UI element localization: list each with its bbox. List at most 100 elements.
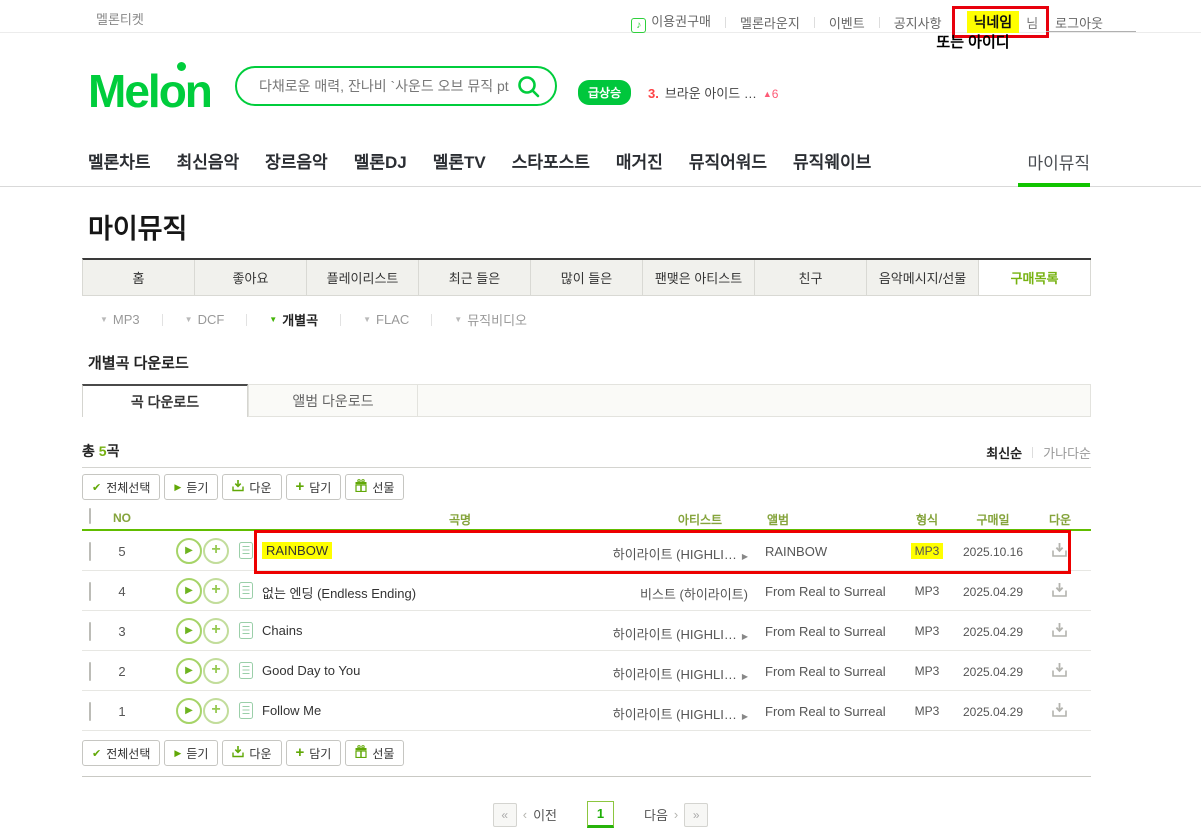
nav-item-8[interactable]: 뮤직웨이브 [793,153,872,172]
melon-ticket-link[interactable]: 멜론티켓 [96,12,144,27]
tab-2[interactable]: 플레이리스트 [307,260,419,295]
song-title[interactable]: 없는 엔딩 (Endless Ending) [262,586,417,601]
tab-7[interactable]: 음악메시지/선물 [867,260,979,295]
check-action-button[interactable]: ✔ 전체선택 [82,474,161,500]
artist-more-icon[interactable]: ▶ [741,712,748,721]
nav-item-0[interactable]: 멜론차트 [88,153,151,172]
artist-name[interactable]: 하이라이트 (HIGHLI… ▶ [612,547,748,562]
add-to-playlist-button[interactable]: + [203,698,229,724]
pass-purchase-link[interactable]: ♪ 이용권구매 [631,11,711,33]
sort-alphabetical[interactable]: 가나다순 [1043,446,1091,461]
tab-3[interactable]: 최근 들은 [419,260,531,295]
artist-more-icon[interactable]: ▶ [741,632,748,641]
download-action-button[interactable]: 다운 [222,474,282,500]
album-name[interactable]: From Real to Surreal [765,704,886,719]
tab-5[interactable]: 팬맺은 아티스트 [643,260,755,295]
nav-item-mymusic[interactable]: 마이뮤직 [1027,154,1090,173]
nav-item-3[interactable]: 멜론DJ [353,153,407,172]
download-action-button[interactable]: 다운 [222,740,282,766]
download-button[interactable] [1051,702,1068,723]
artist-more-icon[interactable]: ▶ [741,552,748,561]
play-button[interactable]: ▶ [176,618,202,644]
notice-link[interactable]: 공지사항 [893,15,942,31]
artist-name[interactable]: 하이라이트 (HIGHLI… ▶ [612,627,748,642]
filter-0[interactable]: ▼ MP3 [100,312,140,327]
last-page-button[interactable]: » [684,802,709,827]
play-button[interactable]: ▶ [176,698,202,724]
add-to-playlist-button[interactable]: + [203,618,229,644]
tab-4[interactable]: 많이 들은 [531,260,643,295]
play-action-button[interactable]: ▶ 듣기 [164,474,219,500]
next-arrow-icon[interactable]: › [673,807,679,822]
row-checkbox[interactable] [89,662,91,681]
download-button[interactable] [1051,662,1068,683]
nav-item-7[interactable]: 뮤직어워드 [688,153,768,172]
play-button[interactable]: ▶ [176,578,202,604]
song-info-icon[interactable] [239,702,253,724]
tab-1[interactable]: 좋아요 [195,260,307,295]
plus-action-button[interactable]: + 담기 [285,740,342,766]
song-title[interactable]: Chains [262,623,303,638]
prev-page-button[interactable]: 이전 [533,808,557,823]
tab-0[interactable]: 홈 [83,260,195,295]
add-to-playlist-button[interactable]: + [203,658,229,684]
play-action-button[interactable]: ▶ 듣기 [164,740,219,766]
nav-item-4[interactable]: 멜론TV [432,153,486,172]
nav-item-6[interactable]: 매거진 [615,153,663,172]
event-link[interactable]: 이벤트 [828,15,865,31]
artist-more-icon[interactable]: ▶ [741,672,748,681]
filter-3[interactable]: ▼ FLAC [363,312,410,327]
first-page-button[interactable]: « [492,802,517,827]
album-name[interactable]: From Real to Surreal [765,584,886,599]
song-info-icon[interactable] [239,542,253,564]
search-input[interactable] [259,76,509,96]
filter-2[interactable]: ▼ 개별곡 [269,313,319,328]
artist-name[interactable]: 비스트 (하이라이트) [640,587,748,602]
gift-action-button[interactable]: 선물 [345,474,405,500]
select-all-checkbox[interactable] [89,508,91,524]
play-button[interactable]: ▶ [176,658,202,684]
trending-item[interactable]: 3. 브라운 아이드 … ▲6 [648,83,778,102]
add-to-playlist-button[interactable]: + [203,578,229,604]
download-button[interactable] [1051,582,1068,603]
melon-logo[interactable]: Melon [88,65,213,117]
song-title[interactable]: Follow Me [262,703,322,718]
song-info-icon[interactable] [239,662,253,684]
tab-album-download[interactable]: 앨범 다운로드 [248,384,418,417]
prev-arrow-icon[interactable]: ‹ [522,807,528,822]
row-checkbox[interactable] [89,702,91,721]
filter-1[interactable]: ▼ DCF [184,312,225,327]
album-name[interactable]: From Real to Surreal [765,664,886,679]
next-page-button[interactable]: 다음 [644,808,668,823]
search-icon[interactable] [516,74,542,105]
row-checkbox[interactable] [89,542,91,561]
tab-8[interactable]: 구매목록 [979,260,1091,295]
logout-link[interactable]: 로그아웃 [1055,15,1103,31]
album-name[interactable]: From Real to Surreal [765,624,886,639]
filter-4[interactable]: ▼ 뮤직비디오 [454,313,527,328]
melon-lounge-link[interactable]: 멜론라운지 [740,15,800,31]
artist-name[interactable]: 하이라이트 (HIGHLI… ▶ [612,707,748,722]
check-action-button[interactable]: ✔ 전체선택 [82,740,161,766]
nickname[interactable]: 닉네임 [966,11,1020,33]
trending-badge[interactable]: 급상승 [578,80,632,105]
play-button[interactable]: ▶ [176,538,202,564]
nav-item-2[interactable]: 장르음악 [265,153,328,172]
download-button[interactable] [1051,542,1068,563]
plus-action-button[interactable]: + 담기 [285,474,342,500]
nav-item-1[interactable]: 최신음악 [176,153,240,172]
gift-action-button[interactable]: 선물 [345,740,405,766]
song-info-icon[interactable] [239,582,253,604]
add-to-playlist-button[interactable]: + [203,538,229,564]
album-name[interactable]: RAINBOW [765,544,828,559]
song-info-icon[interactable] [239,622,253,644]
row-checkbox[interactable] [89,622,91,641]
sort-latest[interactable]: 최신순 [986,446,1023,461]
nav-item-5[interactable]: 스타포스트 [511,153,590,172]
tab-song-download[interactable]: 곡 다운로드 [82,384,248,417]
download-button[interactable] [1051,622,1068,643]
song-title[interactable]: Good Day to You [262,663,361,678]
current-page[interactable]: 1 [587,801,614,828]
row-checkbox[interactable] [89,582,91,601]
artist-name[interactable]: 하이라이트 (HIGHLI… ▶ [612,667,748,682]
